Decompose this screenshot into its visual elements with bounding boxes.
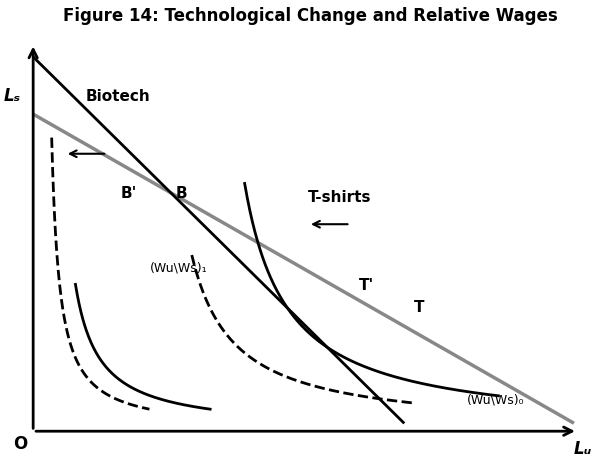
Text: T': T': [359, 278, 374, 293]
Text: T-shirts: T-shirts: [308, 190, 371, 205]
Text: B: B: [175, 186, 187, 201]
Text: Biotech: Biotech: [86, 89, 151, 104]
Text: (Wu\Ws)₀: (Wu\Ws)₀: [467, 394, 524, 407]
Text: T: T: [414, 300, 424, 315]
Text: (Wu\Ws)₁: (Wu\Ws)₁: [149, 262, 207, 275]
Text: O: O: [13, 435, 27, 453]
Text: B': B': [120, 186, 137, 201]
Text: Lₛ: Lₛ: [4, 88, 20, 106]
Text: Lᵤ: Lᵤ: [574, 440, 592, 458]
Title: Figure 14: Technological Change and Relative Wages: Figure 14: Technological Change and Rela…: [64, 7, 558, 25]
